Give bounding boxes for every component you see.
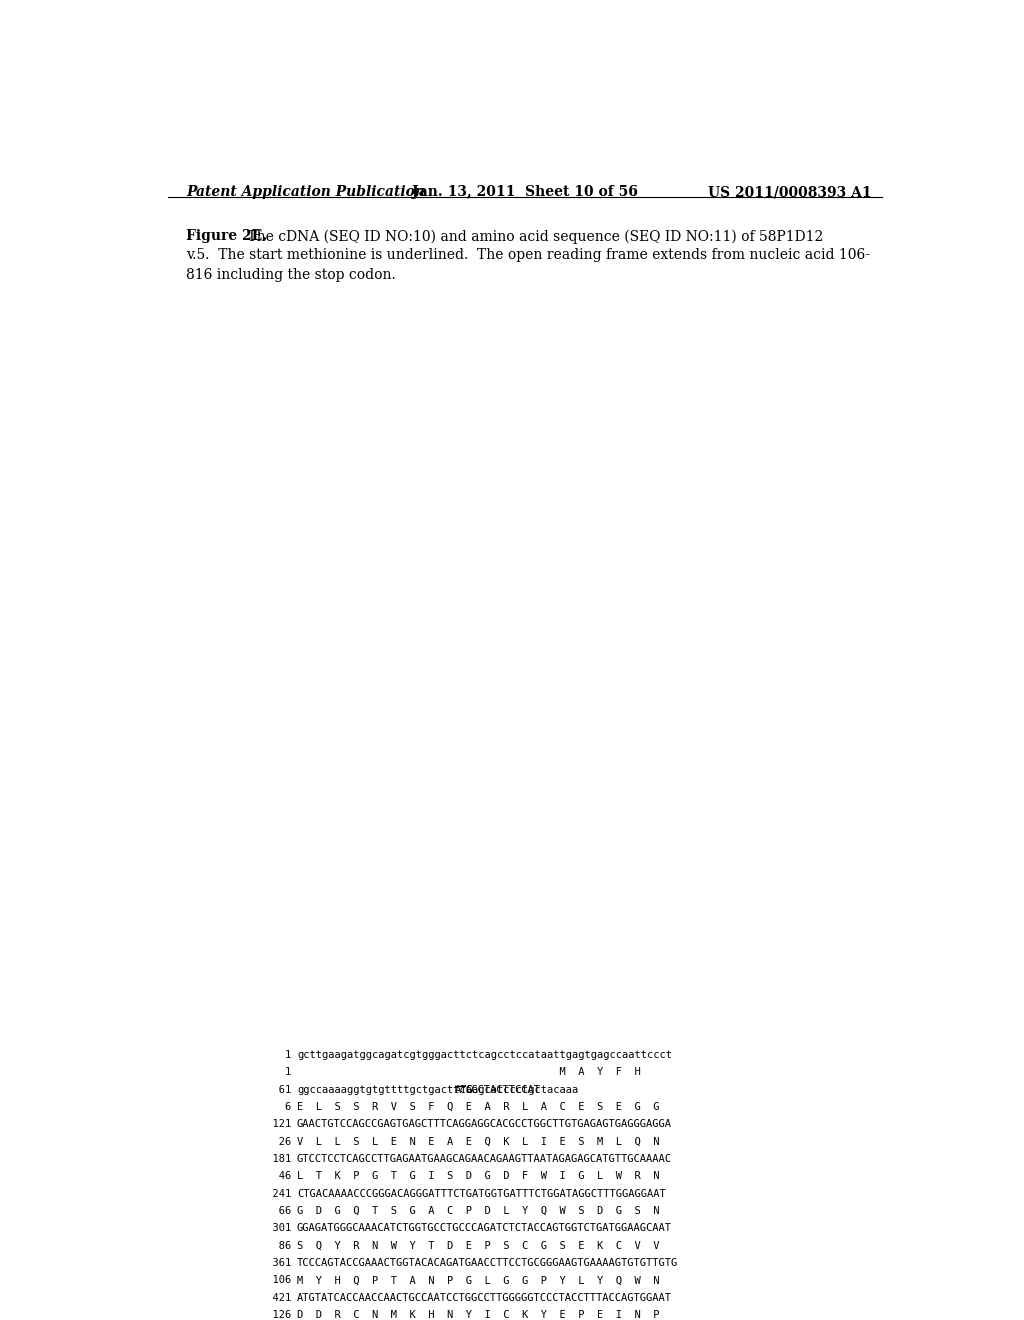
Text: L  T  K  P  G  T  G  I  S  D  G  D  F  W  I  G  L  W  R  N: L T K P G T G I S D G D F W I G L W R N [297, 1171, 659, 1181]
Text: 121: 121 [259, 1119, 291, 1130]
Text: Jan. 13, 2011  Sheet 10 of 56: Jan. 13, 2011 Sheet 10 of 56 [412, 185, 638, 199]
Text: M  A  Y  F  H: M A Y F H [297, 1068, 641, 1077]
Text: GCCTACTTCCAT: GCCTACTTCCAT [465, 1085, 540, 1094]
Text: 421: 421 [259, 1292, 291, 1303]
Text: v.5.  The start methionine is underlined.  The open reading frame extends from n: v.5. The start methionine is underlined.… [186, 248, 870, 263]
Text: 1: 1 [259, 1051, 291, 1060]
Text: GAACTGTCCAGCCGAGTGAGCTTTCAGGAGGCACGCCTGGCTTGTGAGAGTGAGGGAGGA: GAACTGTCCAGCCGAGTGAGCTTTCAGGAGGCACGCCTGG… [297, 1119, 672, 1130]
Text: 46: 46 [259, 1171, 291, 1181]
Text: GTCCTCCTCAGCCTTGAGAATGAAGCAGAACAGAAGTTAATAGAGAGCATGTTGCAAAAC: GTCCTCCTCAGCCTTGAGAATGAAGCAGAACAGAAGTTAA… [297, 1154, 672, 1164]
Text: S  Q  Y  R  N  W  Y  T  D  E  P  S  C  G  S  E  K  C  V  V: S Q Y R N W Y T D E P S C G S E K C V V [297, 1241, 659, 1250]
Text: Figure 2E.: Figure 2E. [186, 230, 267, 243]
Text: 6: 6 [259, 1102, 291, 1111]
Text: V  L  L  S  L  E  N  E  A  E  Q  K  L  I  E  S  M  L  Q  N: V L L S L E N E A E Q K L I E S M L Q N [297, 1137, 659, 1147]
Text: Patent Application Publication: Patent Application Publication [186, 185, 425, 199]
Text: 66: 66 [259, 1206, 291, 1216]
Text: gcttgaagatggcagatcgtgggacttctcagcctccataattgagtgagccaattccct: gcttgaagatggcagatcgtgggacttctcagcctccata… [297, 1051, 672, 1060]
Text: 816 including the stop codon.: 816 including the stop codon. [186, 268, 396, 281]
Text: 61: 61 [259, 1085, 291, 1094]
Text: CTGACAAAACCCGGGACAGGGATTTCTGATGGTGATTTCTGGATAGGCTTTGGAGGAAT: CTGACAAAACCCGGGACAGGGATTTCTGATGGTGATTTCT… [297, 1188, 666, 1199]
Text: 241: 241 [259, 1188, 291, 1199]
Text: ATGTATCACCAACCAACTGCCAATCCTGGCCTTGGGGGTCCCTACCTTTACCAGTGGAAT: ATGTATCACCAACCAACTGCCAATCCTGGCCTTGGGGGTC… [297, 1292, 672, 1303]
Text: US 2011/0008393 A1: US 2011/0008393 A1 [709, 185, 872, 199]
Text: M  Y  H  Q  P  T  A  N  P  G  L  G  G  P  Y  L  Y  Q  W  N: M Y H Q P T A N P G L G G P Y L Y Q W N [297, 1275, 659, 1286]
Text: The cDNA (SEQ ID NO:10) and amino acid sequence (SEQ ID NO:11) of 58P1D12: The cDNA (SEQ ID NO:10) and amino acid s… [243, 230, 823, 244]
Text: 86: 86 [259, 1241, 291, 1250]
Text: 126: 126 [259, 1309, 291, 1320]
Text: E  L  S  S  R  V  S  F  Q  E  A  R  L  A  C  E  S  E  G  G: E L S S R V S F Q E A R L A C E S E G G [297, 1102, 659, 1111]
Text: GGAGATGGGCAAACATCTGGTGCCTGCCCAGATCTCTACCAGTGGTCTGATGGAAGCAAT: GGAGATGGGCAAACATCTGGTGCCTGCCCAGATCTCTACC… [297, 1224, 672, 1233]
Text: ATG: ATG [455, 1085, 473, 1094]
Text: G  D  G  Q  T  S  G  A  C  P  D  L  Y  Q  W  S  D  G  S  N: G D G Q T S G A C P D L Y Q W S D G S N [297, 1206, 659, 1216]
Text: 26: 26 [259, 1137, 291, 1147]
Text: TCCCAGTACCGAAACTGGTACACAGATGAACCTTCCTGCGGGAAGTGAAAAGTGTGTTGTG: TCCCAGTACCGAAACTGGTACACAGATGAACCTTCCTGCG… [297, 1258, 678, 1269]
Text: ggccaaaaggtgtgttttgctgacttcaagcatccctgctacaaa: ggccaaaaggtgtgttttgctgacttcaagcatccctgct… [297, 1085, 579, 1094]
Text: 301: 301 [259, 1224, 291, 1233]
Text: 1: 1 [259, 1068, 291, 1077]
Text: D  D  R  C  N  M  K  H  N  Y  I  C  K  Y  E  P  E  I  N  P: D D R C N M K H N Y I C K Y E P E I N P [297, 1309, 659, 1320]
Text: 106: 106 [259, 1275, 291, 1286]
Text: 181: 181 [259, 1154, 291, 1164]
Text: 361: 361 [259, 1258, 291, 1269]
